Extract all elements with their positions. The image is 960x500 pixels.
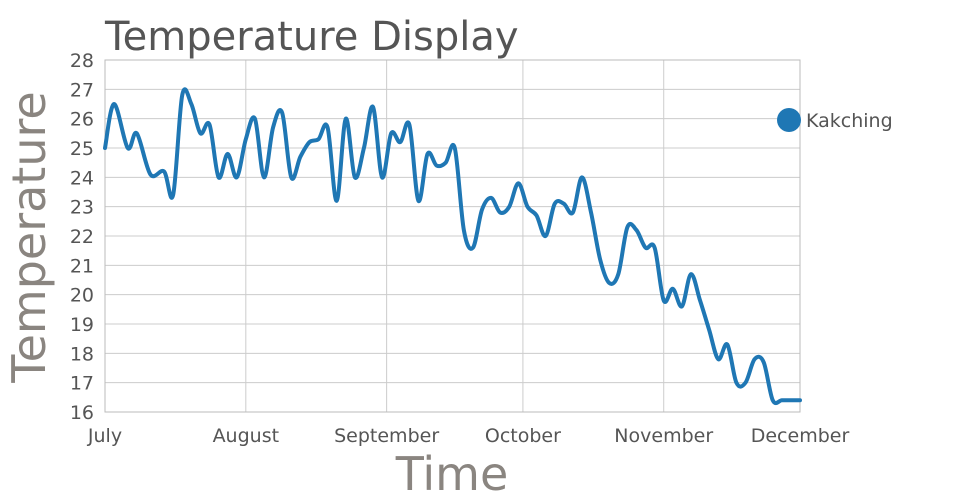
x-tick-label: September	[334, 425, 439, 447]
x-tick-label: December	[751, 425, 850, 447]
y-tick-label: 26	[70, 109, 94, 131]
gridlines	[104, 59, 801, 413]
x-tick-label: October	[485, 425, 561, 447]
legend-label[interactable]: Kakching	[806, 110, 893, 132]
y-tick-label: 19	[70, 314, 94, 336]
y-tick-label: 23	[70, 197, 94, 219]
plot-border	[104, 59, 801, 413]
series-lines	[103, 87, 802, 406]
y-tick-label: 21	[70, 255, 94, 277]
y-tick-label: 25	[70, 138, 94, 160]
x-tick-label: July	[87, 425, 122, 447]
legend-marker[interactable]	[777, 108, 801, 132]
y-tick-label: 22	[70, 226, 94, 248]
y-axis-title: Temperature	[2, 91, 56, 383]
y-tick-label: 24	[70, 167, 94, 189]
y-tick-label: 16	[70, 402, 94, 424]
y-tick-label: 18	[70, 343, 94, 365]
series-line-kakching	[103, 87, 802, 406]
y-tick-label: 20	[70, 285, 94, 307]
x-tick-label: November	[614, 425, 713, 447]
y-tick-label: 28	[70, 50, 94, 72]
chart-title: Temperature Display	[104, 14, 519, 60]
x-axis-title: Time	[395, 447, 509, 500]
legend[interactable]: Kakching	[777, 108, 893, 132]
x-tick-label: August	[213, 425, 280, 447]
x-axis-ticks: July August September October November Decemb…	[87, 425, 850, 447]
y-tick-label: 27	[70, 79, 94, 101]
y-tick-label: 17	[70, 373, 94, 395]
plot-frame	[104, 59, 801, 413]
y-axis-ticks: 16 17 18 19 20 21 22 23 24 25 26 27 28	[70, 50, 94, 424]
